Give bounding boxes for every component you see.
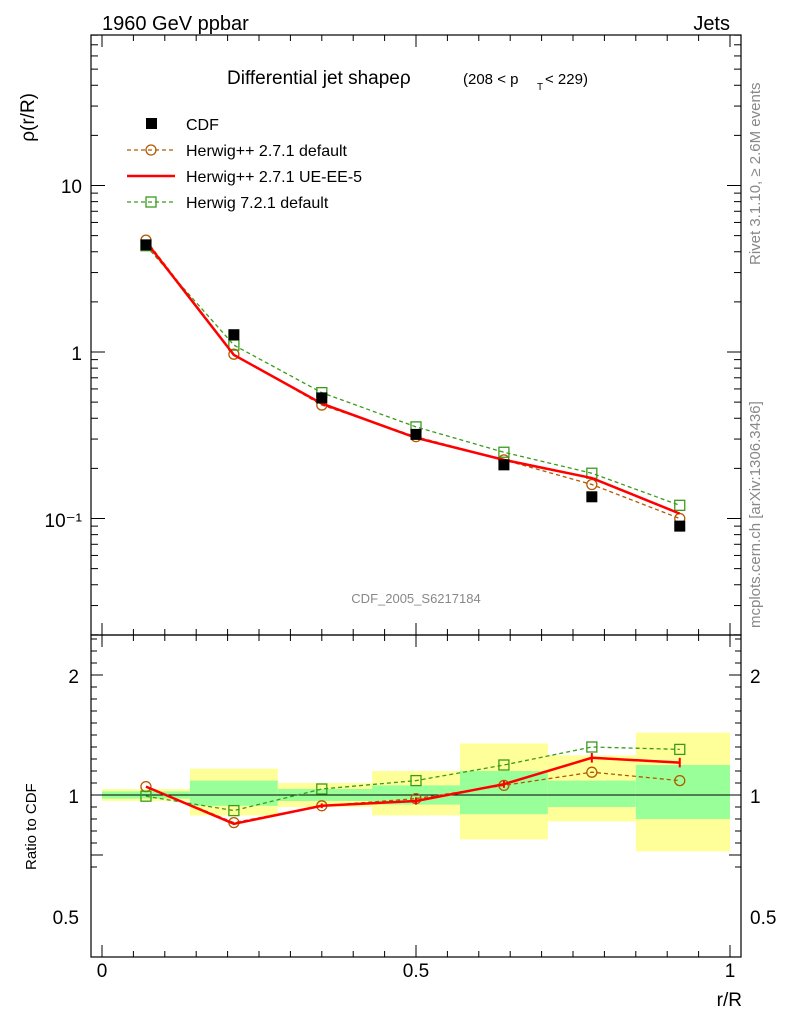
- main-ytick-label-0-1: 10⁻¹: [45, 511, 83, 532]
- main-point-herwig-2-7-1-default: [586, 478, 598, 491]
- header-right-label: Jets: [693, 13, 730, 35]
- legend: CDF Herwig++ 2.7.1 default Herwig++ 2.7.…: [127, 117, 362, 212]
- ratio-ytick-label-1-left: 1: [68, 787, 79, 808]
- main-title-subscript: T: [537, 82, 543, 93]
- ratio-line-herwig-2-7-1-default: [145, 771, 680, 824]
- main-ytick-label-1: 1: [71, 344, 82, 365]
- analysis-watermark: CDF_2005_S6217184: [351, 591, 480, 606]
- legend-label-herwig7: Herwig 7.2.1 default: [186, 195, 329, 212]
- main-plot-title: Differential jet shapeρ (208 < p T < 229…: [227, 68, 588, 93]
- xtick-label-0: 0: [97, 961, 108, 982]
- ratio-band-inner: [189, 780, 278, 806]
- legend-label-cdf: CDF: [186, 117, 219, 134]
- ratio-line-herwig-7-2-1-default: [145, 746, 680, 812]
- main-point-cdf: [410, 428, 422, 440]
- xtick-label-1: 1: [725, 961, 736, 982]
- ratio-ytick-label-2-right: 2: [750, 667, 761, 688]
- axes-layer: [90, 34, 742, 958]
- mcplots-source-label: mcplots.cern.ch [arXiv:1306.3436]: [747, 401, 764, 628]
- main-point-herwig-7-2-1-default: [674, 499, 686, 511]
- ratio-point-herwig-7-2-1-default: [410, 774, 422, 787]
- main-ytick-label-10: 10: [61, 177, 82, 198]
- main-y-axis-label: ρ(r/R): [18, 93, 39, 142]
- ratio-point-herwig-7-2-1-default: [498, 759, 510, 771]
- main-title-end: < 229): [545, 71, 588, 88]
- legend-marker-herwig7: [145, 196, 157, 208]
- rivet-version-label: Rivet 3.1.10, ≥ 2.6M events: [747, 83, 764, 266]
- ratio-uncertainty-bands: [102, 732, 730, 852]
- ratio-series-layer: [140, 741, 686, 829]
- x-axis-label: r/R: [717, 990, 742, 1011]
- main-series-layer: [140, 234, 686, 532]
- main-point-cdf: [498, 459, 510, 471]
- main-point-cdf: [316, 392, 328, 404]
- main-point-cdf: [586, 491, 598, 503]
- legend-marker-cdf: [146, 118, 157, 129]
- xtick-label-0-5: 0.5: [403, 961, 429, 982]
- main-title-text: Differential jet shapeρ: [227, 68, 411, 89]
- main-line-herwig-7-2-1-default: [145, 245, 680, 506]
- ratio-ytick-label-0-5-left: 0.5: [53, 908, 79, 929]
- ratio-band-inner: [635, 765, 730, 819]
- main-line-herwig-2-7-1-default: [145, 239, 680, 520]
- ratio-point-herwig-7-2-1-default: [140, 790, 152, 802]
- ratio-ytick-label-0-5-right: 0.5: [750, 908, 776, 929]
- legend-label-herwig-default: Herwig++ 2.7.1 default: [186, 143, 348, 160]
- main-line-herwig-2-7-1-ue-ee-5: [144, 240, 681, 515]
- main-point-cdf: [674, 520, 686, 532]
- ratio-band-inner: [547, 780, 636, 807]
- ratio-point-herwig-7-2-1-default: [316, 783, 328, 795]
- main-point-herwig-7-2-1-default: [498, 446, 510, 458]
- ratio-point-herwig-2-7-1-default: [674, 774, 686, 787]
- legend-marker-herwig-default: [145, 144, 157, 156]
- ratio-ytick-label-2-left: 2: [68, 667, 79, 688]
- main-point-herwig-2-7-1-default: [228, 348, 240, 360]
- ratio-point-herwig-7-2-1-default: [674, 743, 686, 756]
- ratio-point-herwig-2-7-1-default: [586, 766, 598, 778]
- ratio-point-herwig-7-2-1-default: [586, 741, 598, 753]
- legend-label-herwig-ueee5: Herwig++ 2.7.1 UE-EE-5: [186, 169, 362, 186]
- header-left-label: 1960 GeV ppbar: [102, 13, 249, 35]
- main-title-suffix: (208 < p: [463, 71, 518, 88]
- main-point-cdf: [140, 239, 152, 251]
- ratio-band-inner: [459, 771, 548, 815]
- main-point-cdf: [228, 329, 240, 341]
- ratio-ytick-label-1-right: 1: [750, 787, 761, 808]
- ratio-point-herwig-7-2-1-default: [228, 804, 240, 817]
- ratio-y-axis-label: Ratio to CDF: [23, 783, 40, 870]
